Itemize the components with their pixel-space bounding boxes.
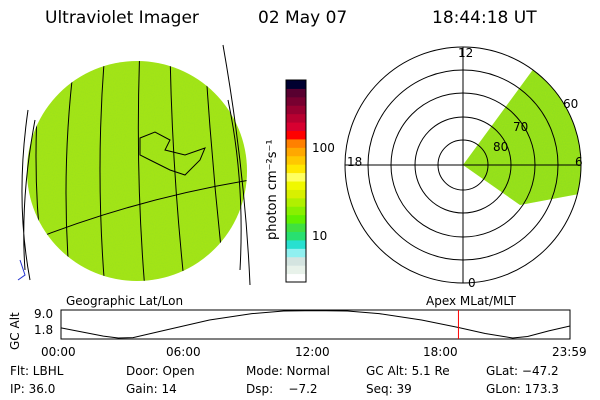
- info-glon: GLon: 173.3: [486, 382, 559, 396]
- colorbar-segment: [286, 197, 306, 207]
- colorbar-segment: [286, 88, 306, 98]
- colorbar-segment: [286, 130, 306, 140]
- geographic-image: [17, 44, 251, 286]
- colorbar-segment: [286, 155, 306, 165]
- gc-alt-series: [60, 310, 571, 339]
- colorbar-segment: [286, 273, 306, 283]
- colorbar: [286, 80, 306, 283]
- instrument-title: Ultraviolet Imager: [45, 8, 199, 28]
- colorbar-segment: [286, 223, 306, 232]
- colorbar-tick-100: 100: [312, 141, 335, 155]
- colorbar-segment: [286, 231, 306, 241]
- colorbar-segment: [286, 113, 306, 123]
- polar-plot: [344, 46, 582, 284]
- colorbar-segment: [286, 105, 306, 115]
- time-label: 18:44:18 UT: [432, 8, 537, 28]
- coastline: [139, 131, 206, 176]
- colorbar-segment: [286, 80, 306, 89]
- colorbar-segment: [286, 206, 306, 216]
- colorbar-segment: [286, 239, 306, 249]
- colorbar-tick-10: 10: [312, 229, 328, 243]
- polar-label-0: 0: [468, 276, 476, 290]
- info-gain: Gain: 14: [126, 382, 177, 396]
- geographic-label: Geographic Lat/Lon: [66, 294, 184, 308]
- ytick-1-8: 1.8: [34, 323, 54, 337]
- colorbar-segment: [286, 138, 306, 148]
- gc-alt-line: [60, 310, 571, 339]
- apex-label: Apex MLat/MLT: [426, 294, 516, 308]
- polar-label-6: 6: [575, 155, 583, 169]
- gc-alt-axis-label: GC Alt: [8, 312, 22, 350]
- info-ip: IP: 36.0: [10, 382, 56, 396]
- colorbar-segment: [286, 181, 306, 190]
- colorbar-segment: [286, 172, 306, 182]
- colorbar-segment: [286, 147, 306, 157]
- colorbar-segment: [286, 122, 306, 131]
- xtick: 12:00: [295, 345, 330, 359]
- info-seq: Seq: 39: [366, 382, 412, 396]
- info-dsp: Dsp: −7.2: [246, 382, 318, 396]
- polar-label-12: 12: [458, 46, 474, 60]
- colorbar-segment: [286, 214, 306, 224]
- colorbar-segment: [286, 164, 306, 174]
- gc-alt-frame: [60, 309, 571, 340]
- xtick: 23:59: [552, 345, 587, 359]
- xtick: 18:00: [423, 345, 458, 359]
- colorbar-segment: [286, 248, 306, 258]
- lat-label-70: 70: [513, 120, 529, 134]
- info-filter: Flt: LBHL: [10, 364, 64, 378]
- lat-label-60: 60: [563, 97, 579, 111]
- xtick: 00:00: [41, 345, 76, 359]
- info-mode: Mode: Normal: [246, 364, 330, 378]
- colorbar-label: photon cm⁻²s⁻¹: [265, 139, 280, 240]
- info-gc-alt: GC Alt: 5.1 Re: [366, 364, 450, 378]
- colorbar-segment: [286, 265, 306, 275]
- colorbar-segment: [286, 256, 306, 266]
- xtick: 06:00: [166, 345, 201, 359]
- polar-label-18: 18: [347, 155, 363, 169]
- ytick-9: 9.0: [34, 307, 54, 321]
- colorbar-segment: [286, 189, 306, 199]
- colorbar-segment: [286, 96, 306, 106]
- info-glat: GLat: −47.2: [486, 364, 559, 378]
- date-label: 02 May 07: [258, 8, 348, 28]
- lat-label-80: 80: [493, 140, 509, 154]
- info-door: Door: Open: [126, 364, 195, 378]
